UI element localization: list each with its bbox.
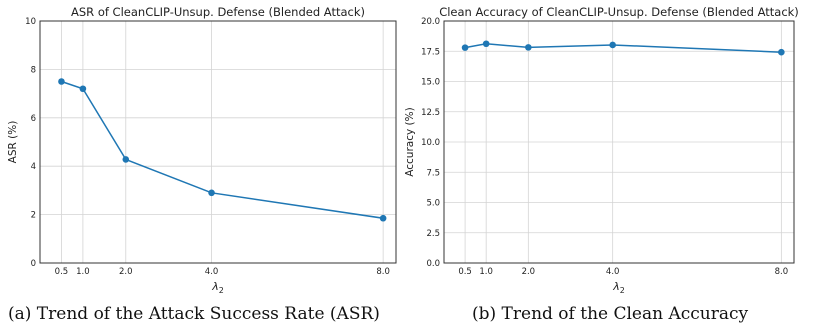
asr-chart-title: ASR of CleanCLIP-Unsup. Defense (Blended… — [71, 5, 365, 19]
accuracy-data-point-3 — [609, 41, 616, 49]
accuracy-ytick-label-7: 17.5 — [421, 47, 440, 57]
asr-xtick-label-2: 2.0 — [119, 267, 133, 277]
accuracy-ytick-label-4: 10.0 — [421, 138, 440, 148]
accuracy-chart: 0.0 2.5 5.0 7.5 10.0 12.5 15.0 17.5 20.0 0.5 1.0 2.… — [404, 5, 799, 295]
accuracy-data-point-1 — [482, 40, 490, 48]
asr-data-point-1 — [79, 85, 87, 93]
asr-data-point-3 — [208, 189, 215, 197]
accuracy-ytick-label-1: 2.5 — [426, 229, 440, 239]
asr-chart: 0 2 4 6 8 10 0.5 1.0 2.0 4.0 8.0 ASR of CleanCLIP-U… — [7, 5, 397, 295]
accuracy-y-axis-label: Accuracy (%) — [404, 107, 416, 176]
asr-x-axis-label: λ2 — [211, 280, 224, 295]
asr-data-point-4 — [379, 214, 387, 222]
asr-ytick-label-2: 4 — [31, 162, 36, 172]
asr-xtick-label-4: 8.0 — [376, 267, 390, 277]
accuracy-xtick-label-1: 1.0 — [479, 267, 493, 277]
asr-ytick-label-1: 2 — [31, 211, 36, 221]
accuracy-ytick-label-8: 20.0 — [421, 17, 440, 27]
asr-data-point-2 — [122, 156, 130, 163]
caption-asr: (a) Trend of the Attack Success Rate (AS… — [8, 304, 380, 324]
asr-xtick-label-0: 0.5 — [55, 267, 69, 277]
accuracy-xtick-label-3: 4.0 — [606, 267, 620, 277]
asr-ytick-label-0: 0 — [31, 259, 36, 269]
asr-ytick-label-4: 8 — [31, 65, 36, 75]
asr-plot-frame — [39, 20, 397, 264]
accuracy-x-axis-label: λ2 — [612, 280, 625, 295]
asr-y-axis-label: ASR (%) — [7, 121, 19, 164]
asr-data-point-0 — [58, 78, 65, 85]
asr-xtick-label-3: 4.0 — [205, 267, 219, 277]
asr-ytick-label-5: 10 — [25, 17, 36, 27]
accuracy-ytick-label-5: 12.5 — [421, 108, 440, 118]
accuracy-ytick-label-3: 7.5 — [426, 168, 440, 178]
accuracy-data-point-0 — [461, 44, 469, 51]
accuracy-chart-title: Clean Accuracy of CleanCLIP-Unsup. Defen… — [439, 5, 799, 19]
accuracy-xtick-label-0: 0.5 — [458, 267, 472, 277]
accuracy-xtick-label-2: 2.0 — [522, 267, 536, 277]
asr-ytick-label-3: 6 — [31, 114, 36, 124]
accuracy-data-point-4 — [778, 48, 785, 56]
accuracy-xtick-label-4: 8.0 — [775, 267, 789, 277]
accuracy-plot-frame — [443, 20, 795, 264]
caption-accuracy: (b) Trend of the Clean Accuracy — [472, 304, 749, 324]
asr-series-line-0 — [61, 80, 384, 219]
accuracy-ytick-label-0: 0.0 — [426, 259, 440, 269]
accuracy-ytick-label-6: 15.0 — [421, 78, 440, 88]
asr-xtick-label-1: 1.0 — [76, 267, 90, 277]
accuracy-data-point-2 — [525, 44, 532, 51]
accuracy-ytick-label-2: 5.0 — [426, 199, 440, 209]
